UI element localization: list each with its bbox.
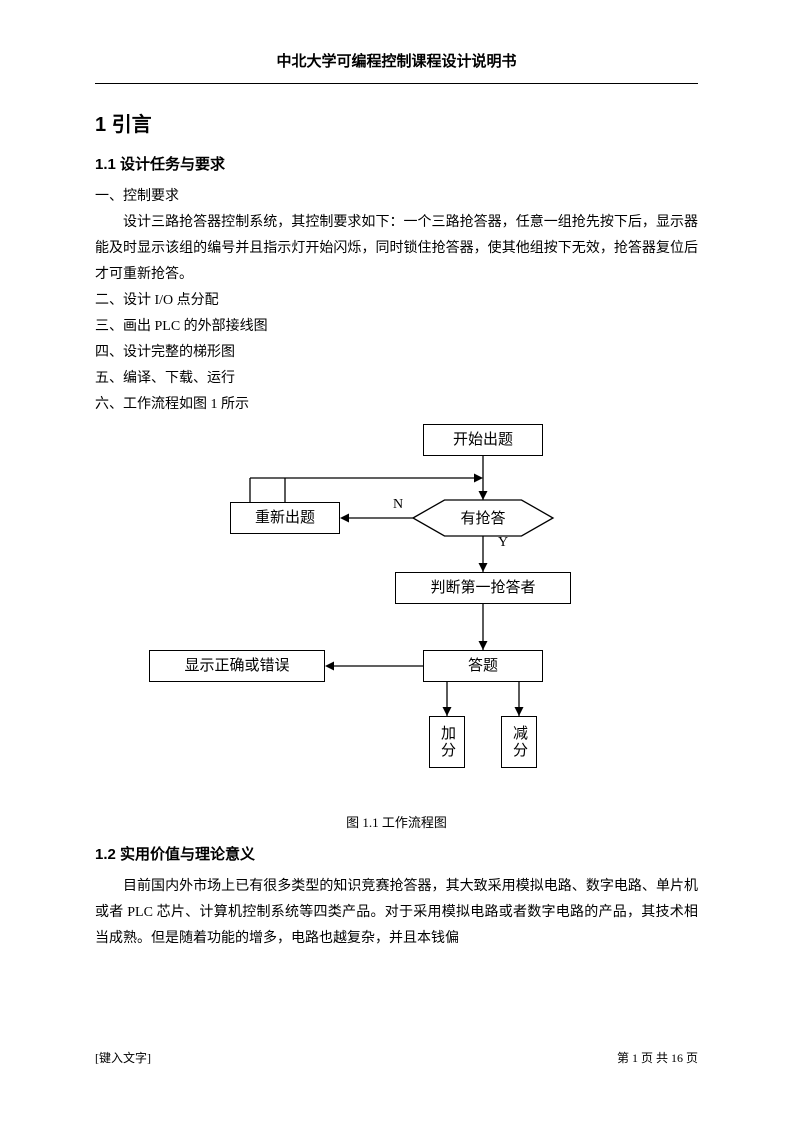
section-1-1-title: 设计任务与要求 <box>120 156 225 173</box>
section-1-num: 1 <box>95 114 106 136</box>
section-1-2-title: 实用价值与理论意义 <box>120 846 255 863</box>
page-header: 中北大学可编程控制课程设计说明书 <box>95 50 698 83</box>
fc-label-yes: Y <box>498 535 508 551</box>
item-4: 四、设计完整的梯形图 <box>95 340 698 366</box>
page-footer: [键入文字] 第 1 页 共 16 页 <box>95 1049 698 1066</box>
fc-node-redo: 重新出题 <box>230 502 340 534</box>
footer-left: [键入文字] <box>95 1049 151 1066</box>
fc-node-add: 加分 <box>429 716 465 768</box>
fc-node-sub: 减分 <box>501 716 537 768</box>
fc-node-judge: 判断第一抢答者 <box>395 572 571 604</box>
section-1-2-num: 1.2 <box>95 846 116 863</box>
req-label: 一、控制要求 <box>95 184 698 210</box>
fc-node-display: 显示正确或错误 <box>149 650 325 682</box>
req-desc: 设计三路抢答器控制系统，其控制要求如下：一个三路抢答器，任意一组抢先按下后，显示… <box>95 210 698 288</box>
flowchart: 开始出题 重新出题 判断第一抢答者 答题 显示正确或错误 加分 减分 N Y 有… <box>95 424 698 804</box>
s12-para-1: 目前国内外市场上已有很多类型的知识竞赛抢答器，其大致采用模拟电路、数字电路、单片… <box>95 874 698 952</box>
item-6: 六、工作流程如图 1 所示 <box>95 392 698 418</box>
item-2: 二、设计 I/O 点分配 <box>95 288 698 314</box>
item-5: 五、编译、下载、运行 <box>95 366 698 392</box>
fc-node-answer: 答题 <box>423 650 543 682</box>
section-1-1-heading: 1.1 设计任务与要求 <box>95 153 698 174</box>
svg-text:有抢答: 有抢答 <box>460 509 505 527</box>
page: 中北大学可编程控制课程设计说明书 1 引言 1.1 设计任务与要求 一、控制要求… <box>0 0 793 952</box>
fc-label-no: N <box>393 497 403 513</box>
flowchart-caption: 图 1.1 工作流程图 <box>95 812 698 831</box>
flowchart-svg: 有抢答 <box>95 424 698 804</box>
fc-node-start: 开始出题 <box>423 424 543 456</box>
section-1-2-heading: 1.2 实用价值与理论意义 <box>95 843 698 864</box>
footer-right: 第 1 页 共 16 页 <box>617 1049 698 1066</box>
item-3: 三、画出 PLC 的外部接线图 <box>95 314 698 340</box>
header-rule <box>95 83 698 84</box>
section-1-title: 引言 <box>112 114 152 136</box>
section-1-heading: 1 引言 <box>95 108 698 137</box>
header-title: 中北大学可编程控制课程设计说明书 <box>276 54 516 70</box>
section-1-1-num: 1.1 <box>95 156 116 173</box>
